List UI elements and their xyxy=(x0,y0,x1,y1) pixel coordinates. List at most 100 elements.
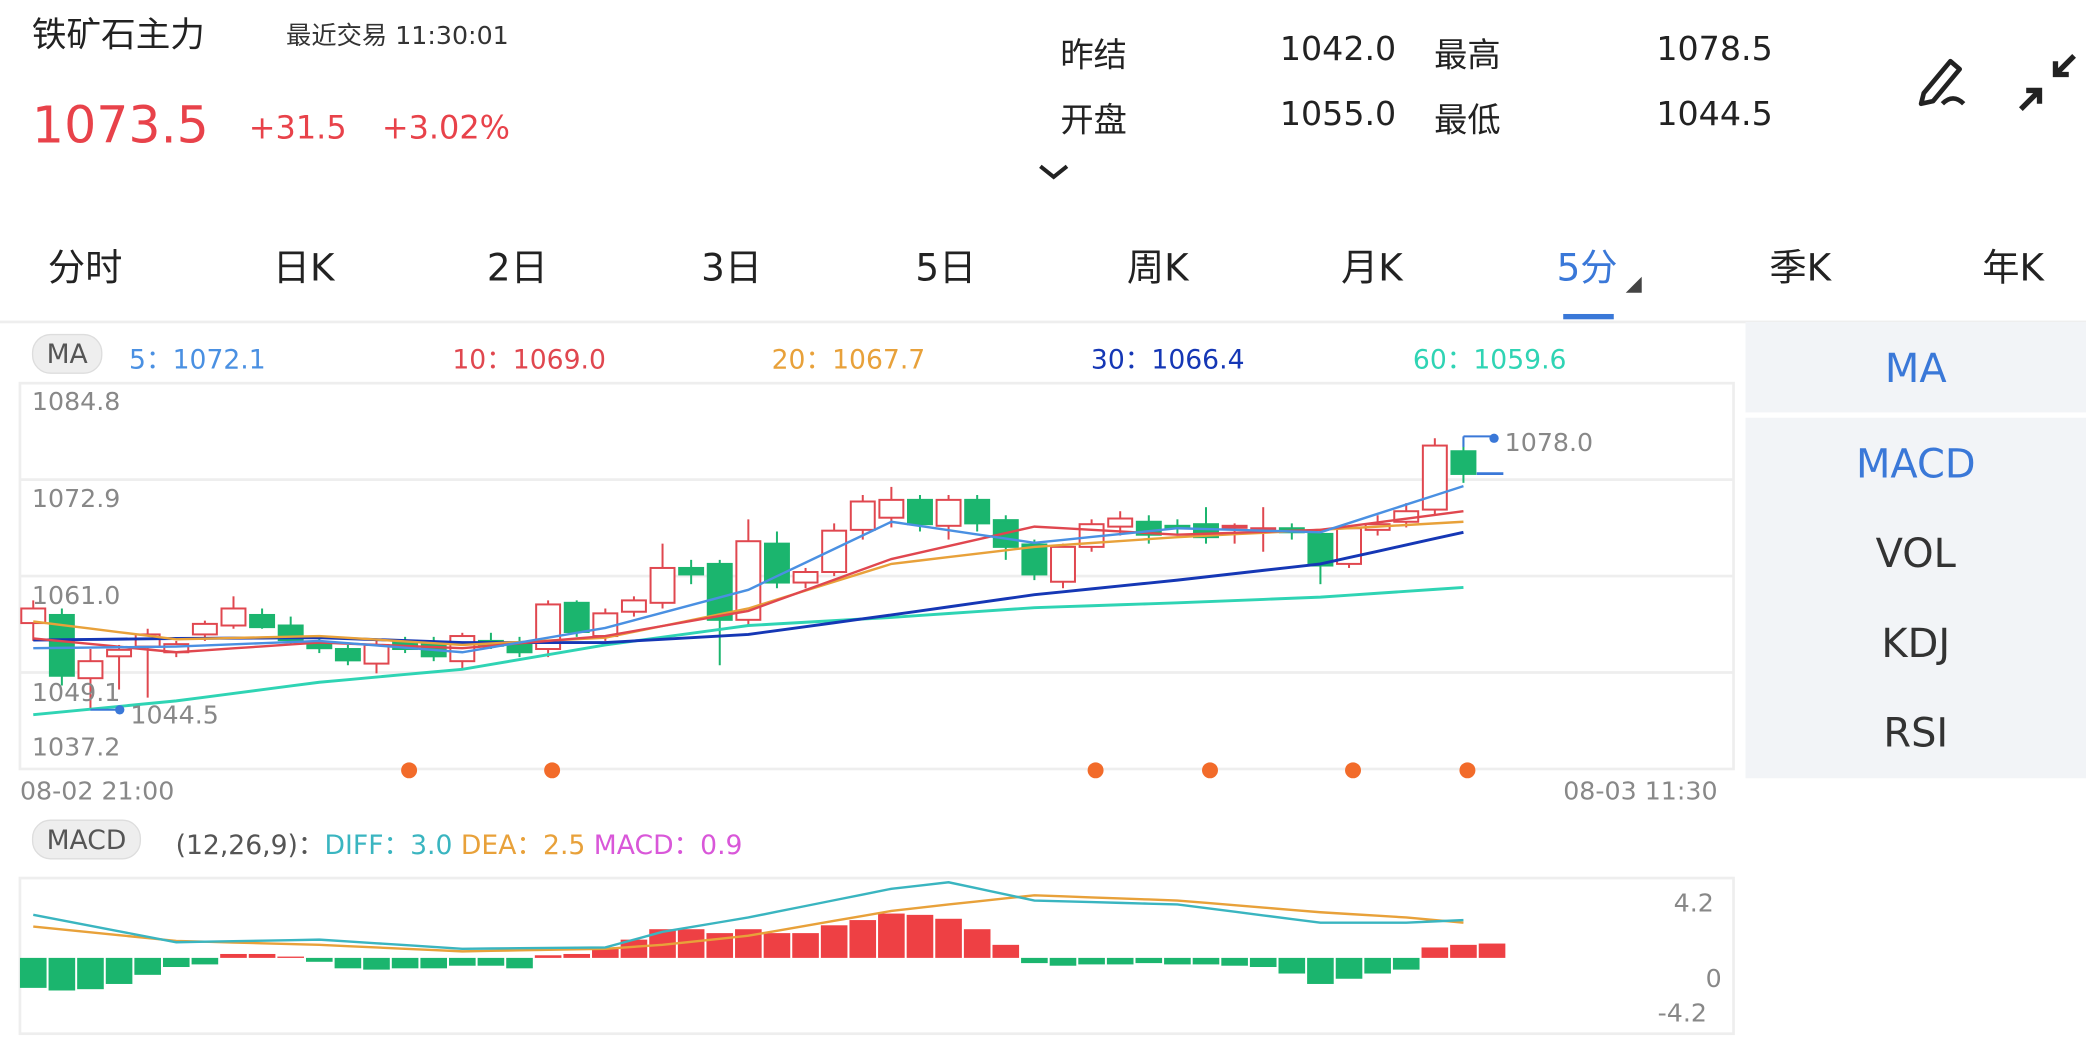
price-change: +31.5 xyxy=(248,109,347,147)
candle-down xyxy=(334,648,361,662)
macd-bar-negative xyxy=(1192,957,1220,965)
macd-bar-negative xyxy=(1164,957,1191,965)
side-item-rsi[interactable]: RSI xyxy=(1883,710,1949,757)
divider xyxy=(0,320,2086,324)
macd-bar-negative xyxy=(391,957,419,969)
candle-down xyxy=(1450,450,1477,475)
tab-4[interactable]: 5日 xyxy=(915,246,977,291)
tab-8[interactable]: 季K xyxy=(1769,246,1832,291)
tab-2[interactable]: 2日 xyxy=(486,246,548,291)
candle-up xyxy=(1421,444,1448,511)
macd-bar-negative xyxy=(449,957,476,966)
y-tick-label: 1049.1 xyxy=(31,678,121,708)
side-item-vol[interactable]: VOL xyxy=(1875,530,1956,578)
active-tab-indicator xyxy=(1563,313,1614,320)
stat-label-prev-settle: 昨结 xyxy=(1060,35,1127,75)
x-end-label: 08-03 11:30 xyxy=(1563,776,1718,807)
macd-bar-negative xyxy=(420,957,448,969)
ma5-line xyxy=(33,484,1464,654)
x-start-label: 08-02 21:00 xyxy=(19,776,175,807)
candle-down xyxy=(1307,532,1334,567)
candle-up xyxy=(935,498,962,527)
macd-indicator-button[interactable]: MACD xyxy=(31,819,141,860)
macd-tick-label: 4.2 xyxy=(1673,888,1714,918)
candle-up xyxy=(1107,517,1134,528)
side-divider xyxy=(1745,412,2086,418)
dea-value: DEA：2.5 xyxy=(460,828,586,861)
event-marker xyxy=(544,762,561,779)
y-tick-label: 1037.2 xyxy=(31,733,121,763)
y-tick-label: 1072.9 xyxy=(31,484,121,514)
macd-bar-negative xyxy=(1392,957,1420,970)
tab-7[interactable]: 5分 xyxy=(1556,246,1618,291)
candle-up xyxy=(106,648,133,658)
macd-bar-negative xyxy=(506,957,533,969)
last-trade-label: 最近交易 xyxy=(286,21,388,51)
tab-3[interactable]: 3日 xyxy=(701,246,763,291)
macd-bar-negative xyxy=(191,957,219,965)
ma20-value: 20：1067.7 xyxy=(771,343,926,376)
diff-line xyxy=(33,881,1464,950)
macd-bar-positive xyxy=(563,953,591,958)
max-marker-line xyxy=(1462,435,1493,448)
macd-bar-positive xyxy=(992,944,1020,958)
macd-bar-positive xyxy=(763,933,791,958)
candle-up xyxy=(849,500,876,531)
macd-params: (12,26,9)： xyxy=(175,828,325,861)
ma-indicator-button[interactable]: MA xyxy=(31,333,103,374)
min-marker-dot xyxy=(115,705,125,715)
tab-1[interactable]: 日K xyxy=(272,246,335,291)
macd-bar-negative xyxy=(105,957,133,984)
candle-up xyxy=(1050,545,1076,583)
macd-bar-negative xyxy=(334,957,362,969)
current-price: 1073.5 xyxy=(31,95,209,155)
candle-down xyxy=(1021,543,1048,576)
macd-bar-negative xyxy=(363,957,390,970)
stat-label-high: 最高 xyxy=(1434,35,1501,75)
macd-bar-positive xyxy=(963,929,991,958)
candle-up xyxy=(191,622,218,636)
min-price-label: 1044.5 xyxy=(130,701,219,731)
ma30-value: 30：1066.4 xyxy=(1090,343,1245,376)
macd-bar-negative xyxy=(1364,957,1391,974)
macd-bar-positive xyxy=(906,914,934,958)
price-change-pct: +3.02% xyxy=(381,109,511,147)
macd-bar-negative xyxy=(1221,957,1248,966)
tab-9[interactable]: 年K xyxy=(1982,246,2044,291)
macd-bar-positive xyxy=(277,956,304,958)
ma60-line xyxy=(33,585,1464,717)
macd-bar-negative xyxy=(77,957,104,990)
macd-bar-negative xyxy=(48,957,76,991)
event-marker xyxy=(1459,762,1476,779)
macd-bar-negative xyxy=(477,957,505,966)
macd-bar-positive xyxy=(1450,944,1477,958)
candle-up xyxy=(792,571,819,584)
max-price-label: 1078.0 xyxy=(1504,428,1594,458)
macd-bar-positive xyxy=(1478,943,1506,958)
macd-bar-negative xyxy=(1335,957,1363,979)
stat-label-open: 开盘 xyxy=(1060,101,1127,140)
period-dropdown-icon[interactable] xyxy=(1625,276,1642,293)
diff-value: DIFF：3.0 xyxy=(324,828,453,861)
macd-bar-positive xyxy=(849,920,877,958)
candle-down xyxy=(706,562,733,621)
macd-legend: (12,26,9)：DIFF：3.0 DEA：2.5 MACD：0.9 xyxy=(176,824,743,863)
ma10-value: 10：1069.0 xyxy=(452,343,606,376)
event-marker xyxy=(401,762,418,779)
side-item-macd[interactable]: MACD xyxy=(1855,441,1976,489)
ma10-line xyxy=(33,510,1464,654)
pencil-draw-icon[interactable] xyxy=(1916,53,1975,112)
expand-chevron-icon[interactable] xyxy=(1038,162,1070,181)
side-item-ma[interactable]: MA xyxy=(1884,345,1947,393)
tab-0[interactable]: 分时 xyxy=(47,246,123,291)
event-marker xyxy=(1345,762,1361,779)
candle-down xyxy=(249,613,276,629)
tab-5[interactable]: 周K xyxy=(1126,246,1189,291)
stat-value-high: 1078.5 xyxy=(1656,29,1773,68)
tab-6[interactable]: 月K xyxy=(1341,246,1403,291)
candle-down xyxy=(907,498,933,526)
candle-down xyxy=(964,498,991,525)
collapse-fullscreen-icon[interactable] xyxy=(2016,51,2080,115)
side-item-kdj[interactable]: KDJ xyxy=(1881,621,1951,668)
